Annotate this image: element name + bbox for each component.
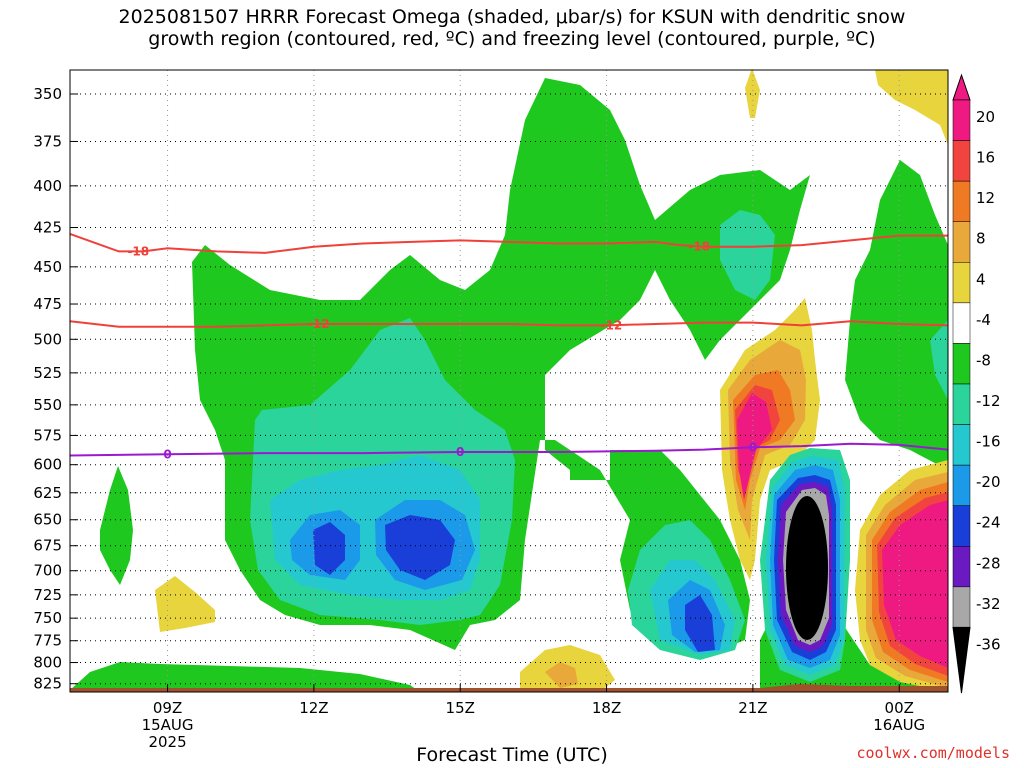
colorbar-swatch [952, 262, 971, 304]
contour-label: 0 [749, 440, 757, 454]
colorbar-label: 16 [976, 149, 995, 167]
colorbar-label: -12 [976, 392, 1001, 410]
colorbar-label: -36 [976, 635, 1001, 653]
colorbar: 20 16 12 8 4 -4 -8 -12 -16 -20 -24 -28 -32 -36 [952, 73, 1001, 694]
colorbar-swatch [952, 343, 971, 385]
colorbar-swatch [952, 302, 971, 344]
y-tick-label: 425 [33, 219, 62, 237]
colorbar-label: -32 [976, 595, 1001, 613]
omega-fill-yellow-topright [875, 70, 948, 145]
x-tick-date: 15AUG [142, 716, 194, 734]
contour-label: -12 [308, 317, 330, 331]
x-tick-date: 16AUG [873, 716, 925, 734]
colorbar-top-arrow [952, 73, 971, 101]
omega-shading [70, 70, 948, 692]
chart-title-line1: 2025081507 HRRR Forecast Omega (shaded, … [118, 6, 906, 28]
y-axis: 350 375 400 425 450 475 500 525 550 575 600 625 650 6… [33, 85, 78, 693]
contour-label: -18 [127, 244, 149, 258]
x-tick-label: 18Z [592, 699, 621, 717]
colorbar-label: -4 [976, 311, 991, 329]
colorbar-swatch [952, 505, 971, 547]
y-tick-label: 750 [33, 609, 62, 627]
colorbar-swatch [952, 221, 971, 263]
x-tick-label: 00Z [885, 699, 914, 717]
y-tick-label: 350 [33, 85, 62, 103]
colorbar-label: -16 [976, 433, 1001, 451]
y-tick-label: 450 [33, 258, 62, 276]
colorbar-label: 4 [976, 270, 986, 288]
x-axis-label: Forecast Time (UTC) [416, 744, 608, 766]
y-tick-label: 825 [33, 675, 62, 693]
y-tick-label: 675 [33, 537, 62, 555]
omega-fill-deepblue-1 [313, 522, 345, 575]
x-tick-label: 21Z [738, 699, 767, 717]
colorbar-swatch [952, 546, 971, 588]
y-tick-label: 650 [33, 511, 62, 529]
y-tick-label: 475 [33, 295, 62, 313]
contour-label: 0 [163, 447, 171, 461]
x-tick-label: 12Z [299, 699, 328, 717]
contour-label: -12 [601, 318, 623, 332]
contour-label: 0 [456, 445, 464, 459]
contour-red-line [70, 233, 948, 254]
y-tick-label: 550 [33, 396, 62, 414]
x-tick-label: 15Z [446, 699, 475, 717]
y-tick-label: 375 [33, 132, 62, 150]
omega-fill-teal-right [930, 320, 948, 400]
y-tick-label: 575 [33, 426, 62, 444]
y-tick-label: 800 [33, 654, 62, 672]
colorbar-swatch [952, 180, 971, 222]
ground-strip [70, 688, 948, 692]
colorbar-swatch [952, 424, 971, 466]
grid-lines [70, 70, 948, 692]
y-tick-label: 625 [33, 484, 62, 502]
chart-title-line2: growth region (contoured, red, ºC) and f… [148, 28, 876, 50]
colorbar-label: -24 [976, 514, 1001, 532]
credit-text: coolwx.com/models [856, 744, 1010, 762]
omega-fill-green-right [845, 160, 948, 470]
colorbar-label: -28 [976, 554, 1001, 572]
y-tick-label: 400 [33, 177, 62, 195]
colorbar-swatch [952, 99, 971, 141]
colorbar-swatch [952, 586, 971, 628]
plot-area: -18 -18 -12 -12 0 0 0 [70, 70, 948, 692]
colorbar-swatch [952, 140, 971, 182]
omega-fill-deepblue-3 [685, 595, 715, 652]
colorbar-label: 20 [976, 108, 995, 126]
omega-fill-green-bottom [70, 662, 420, 692]
omega-fill-green-left [100, 466, 133, 585]
contour-lines: -18 -18 -12 -12 0 0 0 [70, 233, 948, 461]
omega-fill-magenta-right [882, 500, 948, 668]
omega-fill-orange-bottom [545, 662, 578, 688]
y-tick-label: 725 [33, 586, 62, 604]
x-tick-label: 09Z [153, 699, 182, 717]
y-tick-label: 500 [33, 330, 62, 348]
ground-bump [760, 684, 948, 692]
colorbar-swatch [952, 464, 971, 506]
omega-fill-black-core [786, 496, 828, 640]
colorbar-label: -20 [976, 473, 1001, 491]
colorbar-label: -8 [976, 351, 991, 369]
y-tick-label: 525 [33, 364, 62, 382]
colorbar-label: 8 [976, 230, 986, 248]
contour-red-line [70, 320, 948, 328]
plot-border [69, 69, 949, 693]
contour-label: -18 [688, 239, 710, 253]
y-tick-label: 700 [33, 562, 62, 580]
omega-fill-teal-upper [720, 210, 775, 300]
x-tick-year: 2025 [148, 733, 186, 751]
colorbar-bottom-arrow [952, 626, 971, 694]
y-tick-label: 600 [33, 456, 62, 474]
omega-fill-yellow-top [745, 70, 760, 118]
colorbar-swatch [952, 383, 971, 425]
contour-purple-line [70, 442, 948, 457]
colorbar-label: 12 [976, 189, 995, 207]
y-tick-label: 775 [33, 632, 62, 650]
omega-fill-deepblue-2 [385, 515, 455, 580]
